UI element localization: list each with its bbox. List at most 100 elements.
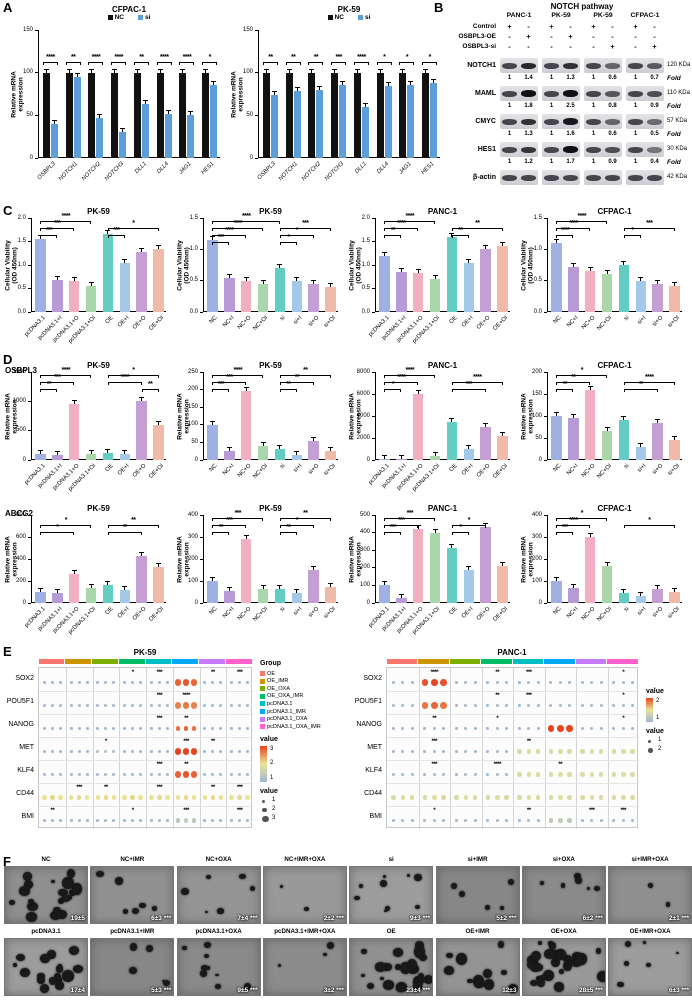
sphere-colony (204, 910, 208, 914)
sig-bracket (279, 525, 314, 528)
y-tick-label: 0 (194, 599, 198, 606)
sig-stars: * (391, 381, 395, 388)
fold-value: 0.7 (650, 75, 659, 81)
sig-stars: ** (71, 53, 76, 61)
bar-NC (88, 72, 96, 158)
expression-dot (410, 818, 414, 822)
bar (463, 569, 475, 603)
error-bar-cap (188, 111, 194, 113)
sig-bracket (40, 389, 58, 392)
bar-NC (111, 72, 119, 158)
sphere-colony (394, 963, 402, 970)
expression-dot (505, 749, 509, 753)
sig-bracket (212, 375, 264, 378)
expression-dot (464, 772, 468, 776)
blot-band (628, 118, 643, 125)
plot-area: *********** (375, 510, 510, 603)
error-bar (589, 533, 591, 537)
x-category-label: si+OI (666, 315, 681, 329)
y-tick-mark (372, 532, 375, 534)
sphere-colony (12, 963, 17, 967)
expression-dot (42, 772, 46, 776)
sig-stars: *** (183, 739, 189, 745)
size-scale-dot (262, 799, 265, 803)
sphere-colony (593, 885, 600, 892)
bar (274, 588, 286, 603)
sphere-colony (595, 948, 602, 954)
error-bar (228, 586, 230, 591)
error-bar (91, 68, 93, 73)
expression-dot (165, 726, 169, 730)
sphere-colony (392, 948, 404, 957)
chart-title: PK-59 (259, 504, 282, 513)
expression-dot (400, 795, 405, 800)
row-divider (39, 760, 253, 761)
sphere-colony (71, 883, 82, 895)
x-category-label: OE+I (461, 606, 476, 620)
expression-dot (203, 818, 207, 822)
expression-dot (111, 795, 117, 800)
expression-dot (246, 749, 250, 753)
error-bar (245, 276, 247, 281)
y-tick-mark (544, 217, 547, 219)
legend-color-title: value (260, 735, 278, 743)
sphere-colony (423, 974, 433, 984)
y-tick-mark (544, 558, 547, 560)
y-tick-label: 50 (535, 434, 542, 441)
y-tick-label: 2.0 (361, 214, 370, 221)
y-tick-label: 200 (531, 368, 542, 375)
expression-dot (157, 772, 161, 776)
sig-bracket (107, 525, 159, 528)
sphere-colony (361, 948, 367, 955)
sphere-colony (415, 941, 424, 951)
fold-value: 1 (549, 75, 554, 81)
error-bar-cap (415, 390, 421, 391)
legend-group-label: OE (267, 670, 276, 677)
error-bar-cap (134, 68, 140, 70)
sig-stars: * (132, 367, 135, 374)
error-bar-cap (381, 251, 387, 253)
y-tick-label: 150 (187, 403, 198, 410)
sphere-colony (414, 873, 422, 882)
sig-bracket (451, 389, 486, 392)
expression-dot (122, 795, 127, 800)
sphere-count: 28±5 *** (578, 987, 603, 994)
expression-dot (211, 726, 215, 730)
expression-dot (211, 703, 215, 707)
x-category-label: NOTCH1 (58, 161, 80, 183)
expression-dot (517, 680, 521, 684)
error-bar (485, 244, 487, 249)
legend-label: si (364, 14, 371, 21)
bar-si (96, 117, 104, 158)
bar (102, 585, 114, 603)
plot-area: * **** *** * (547, 510, 682, 603)
panel-F-sphere-images: NC 19±5 NC+IMR 6±3 *** NC+OXA 7±4 *** NC+IMR+O… (4, 856, 692, 1000)
y-tick-label: 600 (15, 533, 26, 540)
expression-dot (391, 726, 395, 730)
sig-stars: *** (406, 510, 414, 517)
blot-band (544, 62, 559, 69)
legend-swatch (357, 15, 363, 20)
error-bar (39, 588, 41, 592)
fold-value: 0.8 (608, 103, 617, 109)
x-category-label: OE+OI (147, 315, 165, 332)
expression-dot (567, 749, 572, 754)
sphere-colony (443, 966, 455, 976)
sphere-condition-label: OE+IMR (465, 928, 490, 935)
expression-dot (558, 772, 563, 777)
expression-dot (69, 772, 73, 776)
dot-grid: ****************************************… (386, 667, 639, 829)
sphere-count: 9±3 *** (409, 915, 431, 922)
bar (669, 440, 680, 460)
bar (35, 239, 46, 312)
sphere-colony (327, 942, 335, 949)
sphere-colony (534, 964, 543, 971)
sig-stars: ** (390, 227, 396, 234)
group-color-bar (386, 659, 417, 664)
legend-swatch (260, 709, 265, 714)
expression-dot (464, 749, 468, 753)
sig-bracket (623, 525, 675, 528)
chart-title: PK-59 (87, 207, 110, 216)
sig-stars: *** (226, 374, 233, 381)
y-tick-mark (200, 311, 203, 313)
